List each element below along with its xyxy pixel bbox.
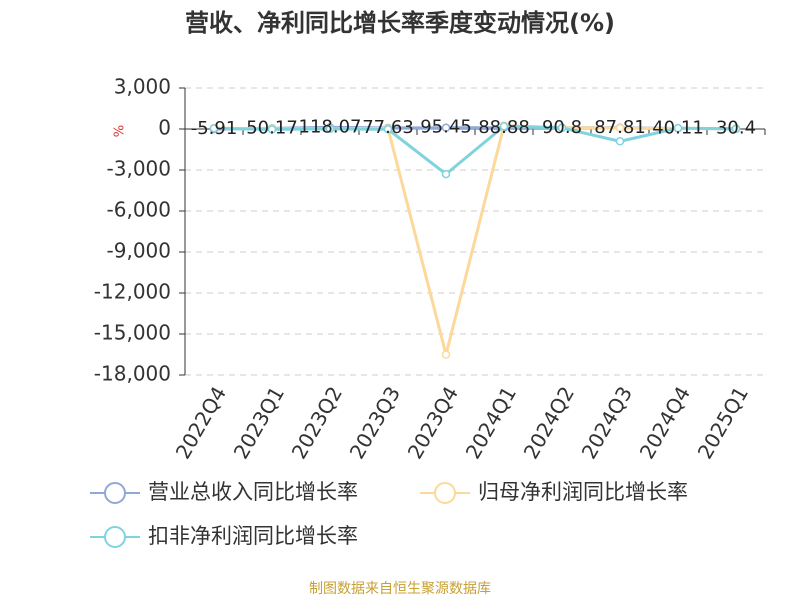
x-tick-label: 2024Q4 bbox=[635, 382, 695, 463]
data-label: 30.4 bbox=[716, 118, 756, 139]
data-label: 50.17 bbox=[246, 117, 298, 138]
legend-item: 营业总收入同比增长率 bbox=[90, 480, 358, 504]
y-tick-label: 0 bbox=[158, 116, 171, 140]
legend-item: 归母净利润同比增长率 bbox=[420, 480, 688, 504]
legend-label: 营业总收入同比增长率 bbox=[148, 480, 358, 504]
series-line bbox=[213, 124, 737, 177]
x-tick-label: 2023Q2 bbox=[287, 382, 347, 463]
data-point bbox=[673, 123, 683, 133]
data-label: 40.11 bbox=[652, 117, 704, 138]
y-tick-label: -12,000 bbox=[94, 280, 171, 304]
y-tick-label: -9,000 bbox=[107, 239, 171, 263]
x-tick-label: 2022Q4 bbox=[171, 382, 231, 463]
data-point bbox=[499, 122, 509, 131]
x-tick-label: 2025Q1 bbox=[693, 382, 753, 463]
x-tick-label: 2024Q3 bbox=[577, 382, 637, 463]
data-point bbox=[209, 124, 219, 133]
data-point bbox=[615, 137, 625, 146]
data-point bbox=[731, 124, 741, 134]
data-label: 95.45 bbox=[420, 117, 472, 138]
legend-marker bbox=[434, 482, 456, 504]
x-tick-label: 2024Q2 bbox=[519, 382, 579, 463]
data-point bbox=[557, 123, 567, 133]
data-point bbox=[441, 123, 451, 132]
data-point bbox=[325, 124, 335, 134]
y-tick-label: 3,000 bbox=[114, 75, 171, 99]
data-point bbox=[267, 125, 277, 134]
x-tick-label: 2023Q4 bbox=[403, 382, 463, 463]
data-point bbox=[383, 125, 393, 134]
y-axis-label: % bbox=[113, 125, 128, 137]
data-label: 87.81 bbox=[594, 117, 646, 138]
legend-label: 扣非净利润同比增长率 bbox=[148, 524, 358, 548]
data-point bbox=[615, 123, 625, 133]
legend-marker bbox=[104, 482, 126, 504]
y-tick-label: -15,000 bbox=[94, 321, 171, 345]
y-tick-label: -6,000 bbox=[107, 198, 171, 222]
legend-marker bbox=[104, 526, 126, 548]
series-line bbox=[213, 124, 737, 355]
x-tick-label: 2023Q3 bbox=[345, 382, 405, 463]
x-tick-label: 2024Q1 bbox=[461, 382, 521, 463]
legend-label: 归母净利润同比增长率 bbox=[478, 480, 688, 504]
data-label: -5.91 bbox=[191, 118, 238, 139]
data-point bbox=[441, 350, 451, 359]
legend-item: 扣非净利润同比增长率 bbox=[90, 524, 358, 548]
chart-title: 营收、净利同比增长率季度变动情况(%) bbox=[185, 9, 615, 37]
x-tick-label: 2023Q1 bbox=[229, 382, 289, 463]
data-label: 77.63 bbox=[362, 117, 414, 138]
data-label: 90.8 bbox=[542, 117, 582, 138]
data-label: 118.07 bbox=[299, 116, 362, 137]
y-tick-label: -3,000 bbox=[107, 157, 171, 181]
y-tick-label: -18,000 bbox=[94, 362, 171, 386]
data-label: 88.88 bbox=[478, 117, 530, 138]
source: 制图数据来自恒生聚源数据库 bbox=[309, 581, 491, 597]
data-point bbox=[441, 169, 451, 179]
